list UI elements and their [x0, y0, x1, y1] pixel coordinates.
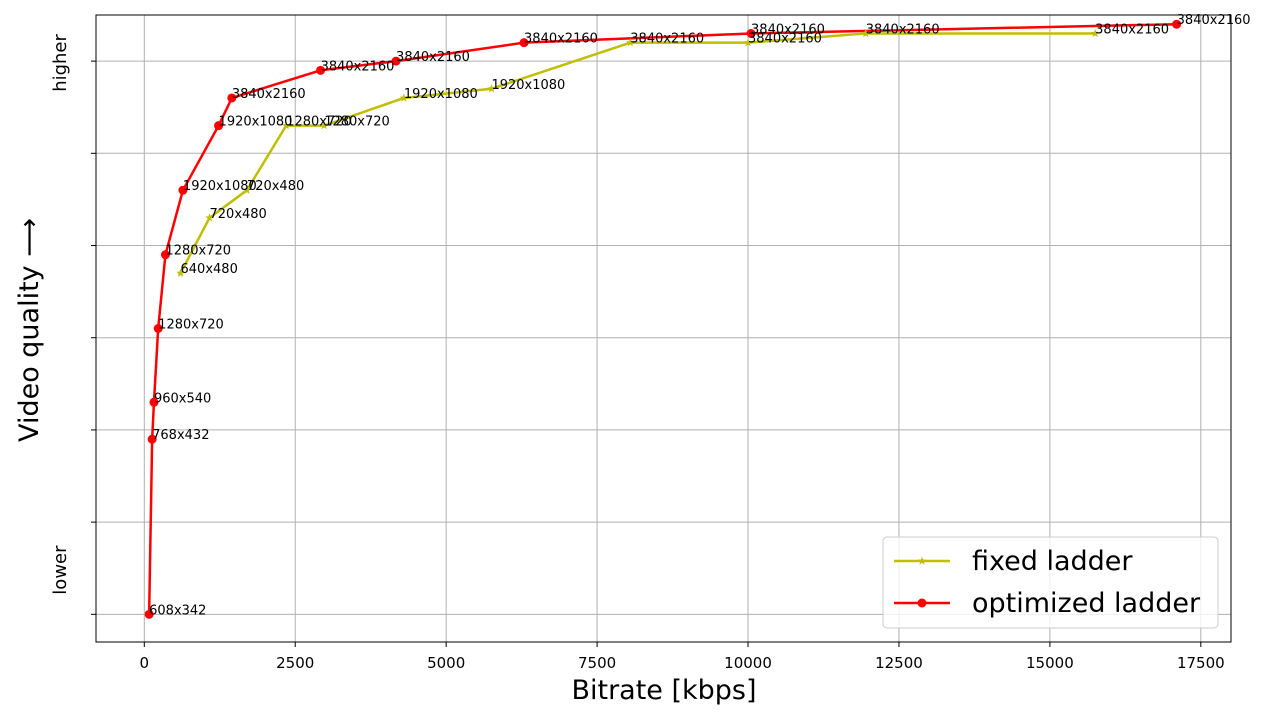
fixed-ladder-point	[1090, 28, 1100, 38]
optimized-ladder-data-label: 768x432	[152, 428, 209, 443]
series-markers	[144, 19, 1182, 619]
optimized-ladder-data-label: 1280x720	[158, 318, 224, 333]
x-tick-label: 2500	[276, 654, 314, 672]
legend-label-fixed-ladder: fixed ladder	[972, 546, 1133, 577]
fixed-ladder-point	[861, 28, 871, 38]
x-tick-label: 10000	[724, 654, 772, 672]
fixed-ladder-data-label: 3840x2160	[630, 32, 704, 47]
fixed-ladder-data-label: 3840x2160	[1095, 22, 1169, 37]
plot-frame	[95, 14, 1232, 643]
optimized-ladder-point	[144, 609, 154, 619]
legend-marker-fixed-ladder	[917, 556, 927, 565]
fixed-ladder-point	[487, 84, 496, 93]
y-axis-label: Video quality ⟶	[14, 218, 45, 442]
optimized-ladder-point	[391, 56, 401, 66]
fixed-ladder-point	[626, 38, 635, 47]
optimized-ladder-point	[214, 121, 224, 131]
legend-marker-optimized-ladder	[917, 598, 927, 608]
optimized-ladder-data-label: 1920x1080	[219, 115, 293, 130]
optimized-ladder-data-label: 3840x2160	[524, 32, 598, 47]
fixed-ladder-point	[399, 93, 409, 102]
fixed-ladder-point	[319, 121, 329, 130]
fixed-ladder-point	[743, 38, 753, 47]
x-axis-label: Bitrate [kbps]	[571, 675, 756, 706]
fixed-ladder-data-label: 3840x2160	[866, 22, 940, 37]
optimized-ladder-point	[227, 93, 237, 103]
fixed-ladder-point	[205, 213, 214, 222]
fixed-ladder-point	[281, 121, 291, 130]
optimized-ladder-data-label: 3840x2160	[751, 22, 825, 37]
x-tick-label: 7500	[578, 654, 616, 672]
fixed-ladder-data-label: 3840x2160	[748, 32, 822, 47]
optimized-ladder-point	[1172, 19, 1182, 29]
optimized-ladder-point	[147, 434, 157, 444]
optimized-ladder-data-label: 3840x2160	[232, 87, 306, 102]
optimized-ladder-data-label: 960x540	[154, 391, 211, 406]
optimized-ladder-point	[160, 250, 170, 260]
point-labels: 640x480720x480720x4801280x7201280x720192…	[149, 13, 1250, 618]
optimized-ladder-data-label: 3840x2160	[321, 59, 395, 74]
optimized-ladder-data-label: 3840x2160	[396, 50, 470, 65]
x-axis-ticks: 0 2500 5000 7500 10000 12500 15000 17500	[140, 642, 1225, 672]
optimized-ladder-data-label: 1920x1080	[183, 179, 257, 194]
optimized-ladder-data-label: 1280x720	[165, 244, 231, 259]
y-axis-ticks: lower higher	[50, 33, 96, 615]
optimized-ladder-data-label: 3840x2160	[1177, 13, 1251, 28]
y-tick-label: lower	[50, 545, 71, 595]
x-tick-label: 0	[140, 654, 150, 672]
optimized-ladder-point	[153, 324, 163, 333]
x-tick-label: 17500	[1177, 654, 1225, 672]
legend-box	[882, 536, 1219, 629]
optimized-ladder-point	[519, 38, 529, 48]
grid	[96, 15, 1231, 642]
optimized-ladder-point	[178, 185, 188, 195]
fixed-ladder-data-label: 1920x1080	[404, 87, 478, 102]
optimized-ladder-data-label: 608x342	[149, 603, 206, 618]
fixed-ladder-data-label: 720x480	[210, 207, 267, 222]
fixed-ladder-data-label: 720x480	[247, 179, 304, 194]
fixed-ladder-point	[176, 268, 185, 277]
fixed-ladder-data-label: 1920x1080	[491, 78, 565, 93]
x-tick-label: 12500	[875, 654, 923, 672]
fixed-ladder-data-label: 640x480	[181, 262, 238, 277]
legend: fixed ladder optimized ladder	[882, 536, 1219, 629]
optimized-ladder-point	[746, 28, 756, 38]
y-tick-label: higher	[50, 33, 71, 91]
fixed-ladder-point	[242, 185, 252, 194]
optimized-ladder-point	[149, 397, 159, 407]
x-tick-label: 15000	[1026, 654, 1074, 672]
fixed-ladder-data-label: 1280x720	[324, 115, 390, 130]
x-tick-label: 5000	[427, 654, 465, 672]
fixed-ladder-data-label: 1280x720	[286, 115, 352, 130]
legend-label-optimized-ladder: optimized ladder	[972, 588, 1201, 619]
optimized-ladder-point	[316, 65, 326, 75]
